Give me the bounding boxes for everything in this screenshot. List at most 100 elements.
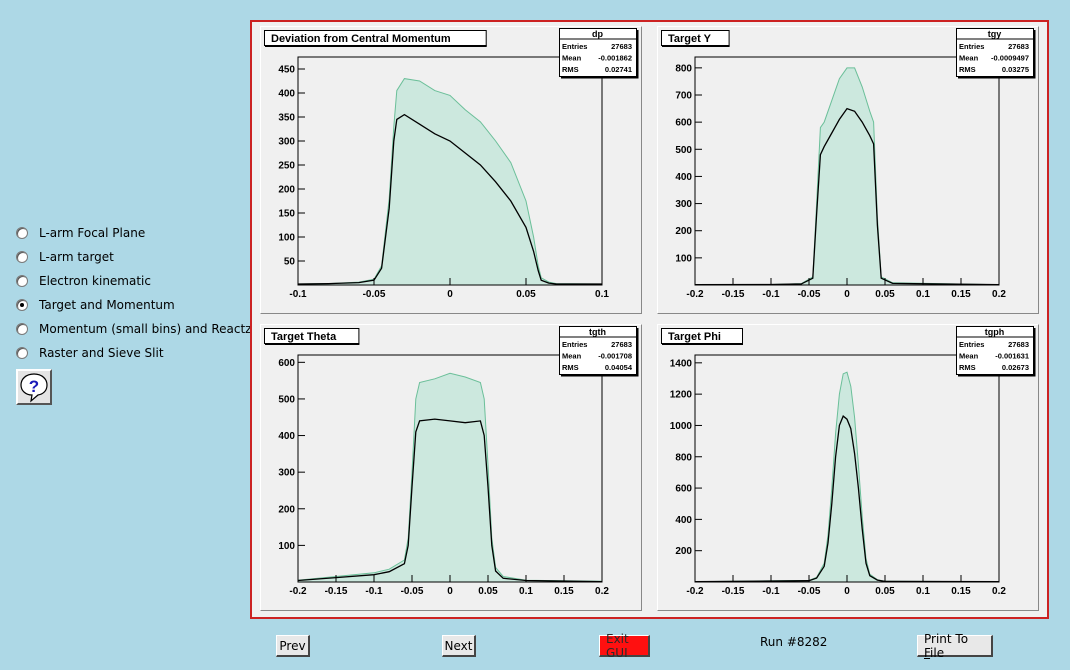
- x-tick-label: -0.2: [289, 586, 307, 597]
- radio-button[interactable]: [16, 323, 28, 335]
- print-label: Print To File: [924, 632, 985, 660]
- pad-momentum-deviation: -0.1 -0.05 0 0.05 0.1 50 100 150 200 250 300 350 400…: [260, 26, 642, 314]
- histogram-line-series: [694, 415, 1000, 583]
- y-tick-label: 250: [278, 161, 295, 172]
- x-tick-label: -0.15: [722, 289, 745, 300]
- x-tick-label: -0.15: [722, 586, 745, 597]
- stats-key: RMS: [959, 65, 976, 74]
- x-tick-label: 0.1: [916, 289, 930, 300]
- stats-value: -0.0009497: [991, 54, 1029, 63]
- y-tick-label: 500: [278, 394, 295, 405]
- y-tick-label: 100: [675, 253, 692, 264]
- print-label-key: F: [924, 645, 931, 660]
- x-tick-label: 0: [447, 289, 453, 300]
- next-button[interactable]: Next: [442, 635, 476, 657]
- y-tick-label: 300: [278, 468, 295, 479]
- option-label: Momentum (small bins) and Reactz: [39, 322, 252, 336]
- help-button[interactable]: ?: [16, 369, 52, 405]
- chart-title: Deviation from Central Momentum: [271, 33, 451, 45]
- stats-name: tgy: [988, 29, 1002, 39]
- option-label: Electron kinematic: [39, 274, 151, 288]
- x-tick-label: 0.15: [951, 586, 971, 597]
- prev-label: Prev: [279, 638, 306, 653]
- radio-button[interactable]: [16, 227, 28, 239]
- question-mark-balloon-icon: ?: [20, 373, 48, 403]
- pad-target-phi: -0.2 -0.15 -0.1 -0.05 0 0.05 0.1 0.15 0.2 200 400 6…: [657, 324, 1039, 611]
- prev-button[interactable]: Prev: [276, 635, 310, 657]
- stats-key: Mean: [959, 54, 979, 63]
- histogram-line-series: [694, 107, 1000, 286]
- stats-key: Entries: [959, 42, 984, 51]
- histogram-line-series: [297, 113, 602, 285]
- x-tick-label: 0: [447, 586, 453, 597]
- x-tick-label: -0.2: [686, 289, 704, 300]
- histogram-chart: -0.2 -0.15 -0.1 -0.05 0 0.05 0.1 0.15 0.2 200 400 6…: [657, 324, 1039, 611]
- y-tick-label: 600: [278, 358, 295, 369]
- y-tick-label: 450: [278, 65, 295, 76]
- y-tick-label: 200: [675, 226, 692, 237]
- y-tick-label: 1200: [670, 390, 693, 401]
- print-to-file-button[interactable]: Print To File: [917, 632, 993, 660]
- exit-label: Exit GUI: [606, 631, 629, 660]
- stats-key: RMS: [959, 363, 976, 372]
- chart-title: Target Theta: [271, 331, 337, 343]
- x-tick-label: 0.1: [519, 586, 533, 597]
- x-tick-label: 0.05: [478, 586, 498, 597]
- stats-value: -0.001631: [995, 352, 1029, 361]
- radio-button[interactable]: [16, 347, 28, 359]
- stats-value: 27683: [611, 340, 632, 349]
- stats-key: Mean: [959, 352, 979, 361]
- pad-edge: [260, 324, 642, 611]
- x-tick-label: 0.15: [554, 586, 574, 597]
- pad-edge: [657, 324, 1039, 611]
- x-tick-label: 0.2: [595, 586, 609, 597]
- y-tick-label: 600: [675, 118, 692, 129]
- stats-value: -0.001862: [598, 54, 632, 63]
- next-label: Next: [444, 638, 473, 653]
- plot-canvas: -0.1 -0.05 0 0.05 0.1 50 100 150 200 250 300 350 400…: [250, 20, 1049, 619]
- radio-button[interactable]: [16, 275, 28, 287]
- run-number: Run #8282: [760, 635, 828, 649]
- pad-target-theta: -0.2 -0.15 -0.1 -0.05 0 0.05 0.1 0.15 0.2 100 200 3…: [260, 324, 642, 611]
- print-label-pre: Print To: [924, 631, 969, 646]
- option-momentum-small-bins[interactable]: Momentum (small bins) and Reactz: [16, 319, 251, 339]
- histogram-fill-series: [297, 372, 603, 583]
- x-tick-label: 0: [844, 586, 850, 597]
- stats-name: dp: [592, 29, 603, 39]
- option-target-and-momentum[interactable]: Target and Momentum: [16, 295, 175, 315]
- y-tick-label: 200: [278, 185, 295, 196]
- stats-value: 27683: [611, 42, 632, 51]
- histogram-line-series: [297, 418, 603, 583]
- x-tick-label: 0.05: [516, 289, 536, 300]
- stats-value: 0.03275: [1002, 65, 1029, 74]
- x-tick-label: 0.1: [595, 289, 609, 300]
- option-raster-sieve-slit[interactable]: Raster and Sieve Slit: [16, 343, 164, 363]
- x-tick-label: 0.2: [992, 586, 1006, 597]
- option-l-arm-focal-plane[interactable]: L-arm Focal Plane: [16, 223, 145, 243]
- x-tick-label: -0.1: [365, 586, 383, 597]
- y-tick-label: 400: [675, 172, 692, 183]
- histogram-chart: -0.2 -0.15 -0.1 -0.05 0 0.05 0.1 0.15 0.2 100 200 3…: [657, 26, 1039, 314]
- stats-value: -0.001708: [598, 352, 632, 361]
- y-tick-label: 50: [284, 257, 296, 268]
- stats-name: tgth: [589, 327, 606, 337]
- x-tick-label: -0.1: [762, 586, 780, 597]
- radio-button[interactable]: [16, 251, 28, 263]
- stats-box-shadow: [958, 328, 1036, 377]
- stats-box: [956, 28, 1034, 77]
- y-tick-label: 300: [675, 199, 692, 210]
- option-l-arm-target[interactable]: L-arm target: [16, 247, 114, 267]
- radio-button-selected[interactable]: [16, 299, 28, 311]
- y-tick-label: 800: [675, 63, 692, 74]
- stats-value: 27683: [1008, 42, 1029, 51]
- y-tick-label: 400: [675, 515, 692, 526]
- exit-gui-button[interactable]: Exit GUI: [599, 631, 650, 660]
- option-electron-kinematic[interactable]: Electron kinematic: [16, 271, 151, 291]
- stats-box-shadow: [561, 30, 639, 79]
- option-label: Raster and Sieve Slit: [39, 346, 164, 360]
- y-tick-label: 800: [675, 452, 692, 463]
- stats-key: Mean: [562, 54, 582, 63]
- stats-box: [559, 326, 637, 375]
- pad-edge: [657, 26, 1039, 314]
- y-tick-label: 150: [278, 209, 295, 220]
